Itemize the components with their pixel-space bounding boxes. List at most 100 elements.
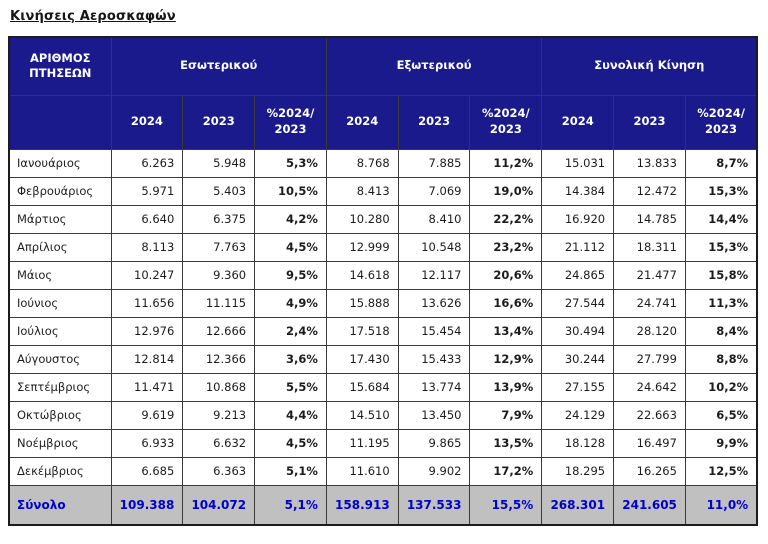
pct-cell: 15,8% bbox=[684, 260, 758, 290]
num-cell: 6.375 bbox=[182, 204, 256, 234]
year-header: 2024 bbox=[541, 94, 615, 150]
num-cell: 13.833 bbox=[613, 148, 686, 178]
pct-cell: 10,5% bbox=[254, 176, 327, 206]
aircraft-movements-table: ΑΡΙΘΜΟΣ ΠΤΗΣΕΩΝ Εσωτερικού Εξωτερικού Συ… bbox=[8, 36, 759, 526]
month-cell: Φεβρουάριος bbox=[8, 176, 112, 206]
table-row: Σεπτέμβριος 11.471 10.868 5,5% 15.684 13… bbox=[8, 372, 758, 402]
num-cell: 12.814 bbox=[110, 344, 184, 374]
year-header: 2023 bbox=[182, 94, 256, 150]
table-row: Φεβρουάριος 5.971 5.403 10,5% 8.413 7.06… bbox=[8, 176, 758, 206]
num-cell: 11.471 bbox=[110, 372, 184, 402]
month-cell: Μάρτιος bbox=[8, 204, 112, 234]
month-cell: Δεκέμβριος bbox=[8, 456, 112, 486]
year-header: 2023 bbox=[397, 94, 471, 150]
num-cell: 14.785 bbox=[613, 204, 686, 234]
num-cell: 9.902 bbox=[397, 456, 471, 486]
pct-cell: 2,4% bbox=[254, 316, 327, 346]
num-cell: 10.548 bbox=[397, 232, 471, 262]
total-cell: 104.072 bbox=[182, 484, 256, 526]
num-cell: 9.213 bbox=[182, 400, 256, 430]
num-cell: 8.113 bbox=[110, 232, 184, 262]
total-label: Σύνολο bbox=[8, 484, 112, 526]
num-cell: 15.684 bbox=[325, 372, 399, 402]
num-cell: 8.768 bbox=[325, 148, 399, 178]
num-cell: 6.632 bbox=[182, 428, 256, 458]
pct-cell: 12,5% bbox=[684, 456, 758, 486]
num-cell: 30.244 bbox=[541, 344, 615, 374]
corner-header: ΑΡΙΘΜΟΣ ΠΤΗΣΕΩΝ bbox=[8, 36, 112, 96]
num-cell: 14.510 bbox=[325, 400, 399, 430]
num-cell: 6.263 bbox=[110, 148, 184, 178]
table-row: Αύγουστος 12.814 12.366 3,6% 17.430 15.4… bbox=[8, 344, 758, 374]
num-cell: 12.666 bbox=[182, 316, 256, 346]
total-cell: 158.913 bbox=[325, 484, 399, 526]
total-cell: 5,1% bbox=[254, 484, 327, 526]
num-cell: 8.413 bbox=[325, 176, 399, 206]
pct-cell: 14,4% bbox=[684, 204, 758, 234]
pct-cell: 13,4% bbox=[469, 316, 543, 346]
total-cell: 109.388 bbox=[110, 484, 184, 526]
year-header: 2024 bbox=[325, 94, 399, 150]
num-cell: 9.865 bbox=[397, 428, 471, 458]
num-cell: 10.247 bbox=[110, 260, 184, 290]
pct-cell: 19,0% bbox=[469, 176, 543, 206]
pct-cell: 11,3% bbox=[684, 288, 758, 318]
num-cell: 13.774 bbox=[397, 372, 471, 402]
month-cell: Μάιος bbox=[8, 260, 112, 290]
pct-cell: 22,2% bbox=[469, 204, 543, 234]
corner-spacer bbox=[8, 94, 112, 150]
pct-cell: 4,4% bbox=[254, 400, 327, 430]
num-cell: 24.642 bbox=[613, 372, 686, 402]
num-cell: 12.117 bbox=[397, 260, 471, 290]
num-cell: 30.494 bbox=[541, 316, 615, 346]
num-cell: 6.640 bbox=[110, 204, 184, 234]
num-cell: 21.112 bbox=[541, 232, 615, 262]
month-cell: Απρίλιος bbox=[8, 232, 112, 262]
num-cell: 11.115 bbox=[182, 288, 256, 318]
num-cell: 12.999 bbox=[325, 232, 399, 262]
num-cell: 10.280 bbox=[325, 204, 399, 234]
num-cell: 18.128 bbox=[541, 428, 615, 458]
num-cell: 16.497 bbox=[613, 428, 686, 458]
pct-header: %2024/ 2023 bbox=[254, 94, 327, 150]
pct-cell: 5,1% bbox=[254, 456, 327, 486]
total-cell: 15,5% bbox=[469, 484, 543, 526]
num-cell: 21.477 bbox=[613, 260, 686, 290]
pct-cell: 15,3% bbox=[684, 232, 758, 262]
num-cell: 13.450 bbox=[397, 400, 471, 430]
num-cell: 8.410 bbox=[397, 204, 471, 234]
num-cell: 15.454 bbox=[397, 316, 471, 346]
pct-cell: 9,9% bbox=[684, 428, 758, 458]
year-header: 2023 bbox=[613, 94, 686, 150]
num-cell: 12.472 bbox=[613, 176, 686, 206]
group-header-domestic: Εσωτερικού bbox=[110, 36, 327, 96]
pct-cell: 16,6% bbox=[469, 288, 543, 318]
num-cell: 11.610 bbox=[325, 456, 399, 486]
num-cell: 15.031 bbox=[541, 148, 615, 178]
pct-cell: 8,4% bbox=[684, 316, 758, 346]
pct-cell: 6,5% bbox=[684, 400, 758, 430]
num-cell: 9.619 bbox=[110, 400, 184, 430]
table-row: Ιούνιος 11.656 11.115 4,9% 15.888 13.626… bbox=[8, 288, 758, 318]
num-cell: 6.363 bbox=[182, 456, 256, 486]
table-row: Μάιος 10.247 9.360 9,5% 14.618 12.117 20… bbox=[8, 260, 758, 290]
month-cell: Ιούλιος bbox=[8, 316, 112, 346]
table-row: Απρίλιος 8.113 7.763 4,5% 12.999 10.548 … bbox=[8, 232, 758, 262]
num-cell: 24.129 bbox=[541, 400, 615, 430]
page-title: Κινήσεις Αεροσκαφών bbox=[10, 9, 176, 24]
month-cell: Αύγουστος bbox=[8, 344, 112, 374]
num-cell: 9.360 bbox=[182, 260, 256, 290]
pct-cell: 15,3% bbox=[684, 176, 758, 206]
total-row: Σύνολο 109.388 104.072 5,1% 158.913 137.… bbox=[8, 484, 758, 526]
num-cell: 15.888 bbox=[325, 288, 399, 318]
num-cell: 12.366 bbox=[182, 344, 256, 374]
pct-cell: 5,3% bbox=[254, 148, 327, 178]
pct-cell: 8,8% bbox=[684, 344, 758, 374]
pct-cell: 12,9% bbox=[469, 344, 543, 374]
num-cell: 14.384 bbox=[541, 176, 615, 206]
num-cell: 7.069 bbox=[397, 176, 471, 206]
table-row: Μάρτιος 6.640 6.375 4,2% 10.280 8.410 22… bbox=[8, 204, 758, 234]
num-cell: 6.933 bbox=[110, 428, 184, 458]
num-cell: 7.885 bbox=[397, 148, 471, 178]
pct-cell: 5,5% bbox=[254, 372, 327, 402]
